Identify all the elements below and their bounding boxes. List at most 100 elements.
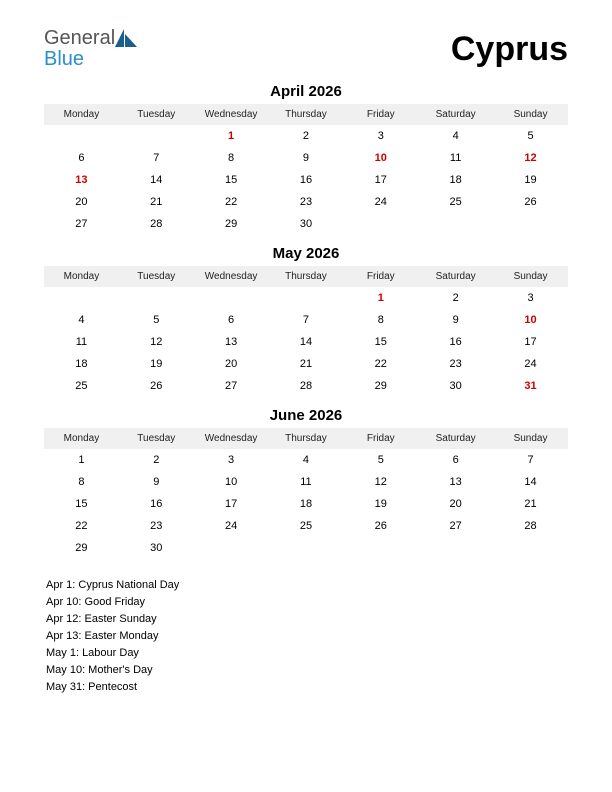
calendar-cell [343, 537, 418, 559]
calendar-cell: 21 [269, 353, 344, 375]
calendar-row: 2930 [44, 537, 568, 559]
calendar-cell [44, 287, 119, 309]
calendar-cell: 9 [418, 309, 493, 331]
calendar-cell: 10 [493, 309, 568, 331]
calendar-cell: 25 [418, 191, 493, 213]
header: General Blue Cyprus [44, 28, 568, 69]
calendar-cell: 10 [343, 147, 418, 169]
calendar-cell: 30 [269, 213, 344, 235]
calendar-cell: 5 [343, 449, 418, 471]
calendar-cell: 26 [343, 515, 418, 537]
calendar-cell: 11 [418, 147, 493, 169]
calendar-cell: 24 [343, 191, 418, 213]
calendar-cell: 19 [343, 493, 418, 515]
month-block: June 2026MondayTuesdayWednesdayThursdayF… [44, 407, 568, 559]
calendar-row: 1234567 [44, 449, 568, 471]
calendar-cell: 17 [493, 331, 568, 353]
weekday-header: Monday [44, 428, 119, 449]
weekday-header: Friday [343, 428, 418, 449]
calendar-cell: 29 [194, 213, 269, 235]
weekday-header: Friday [343, 104, 418, 125]
weekday-header: Saturday [418, 266, 493, 287]
calendar-cell: 29 [343, 375, 418, 397]
calendar-cell: 11 [44, 331, 119, 353]
calendar-cell: 22 [343, 353, 418, 375]
calendar-row: 891011121314 [44, 471, 568, 493]
calendar-cell [119, 125, 194, 147]
calendar-cell: 23 [269, 191, 344, 213]
weekday-header: Thursday [269, 104, 344, 125]
calendar-cell: 14 [493, 471, 568, 493]
calendar-cell [194, 537, 269, 559]
weekday-header: Tuesday [119, 428, 194, 449]
calendar-row: 123 [44, 287, 568, 309]
weekday-header: Wednesday [194, 104, 269, 125]
weekday-header: Saturday [418, 428, 493, 449]
calendar-cell: 30 [418, 375, 493, 397]
month-block: April 2026 MondayTuesdayWednesdayThursday… [44, 83, 568, 235]
calendar-cell [418, 213, 493, 235]
calendar-cell: 3 [194, 449, 269, 471]
calendar-row: 45678910 [44, 309, 568, 331]
calendar-cell: 25 [44, 375, 119, 397]
calendar-cell: 24 [493, 353, 568, 375]
logo-word-2: Blue [44, 48, 84, 70]
calendar-cell: 14 [119, 169, 194, 191]
holiday-item: Apr 10: Good Friday [46, 594, 568, 611]
calendar-cell: 28 [119, 213, 194, 235]
weekday-header: Monday [44, 266, 119, 287]
calendar-cell: 28 [493, 515, 568, 537]
weekday-header: Sunday [493, 266, 568, 287]
calendar-cell: 18 [418, 169, 493, 191]
calendar-table: MondayTuesdayWednesdayThursdayFridaySatu… [44, 428, 568, 559]
calendar-table: MondayTuesdayWednesdayThursdayFridaySatu… [44, 104, 568, 235]
calendar-cell [343, 213, 418, 235]
calendar-cell: 13 [194, 331, 269, 353]
calendar-cell: 12 [343, 471, 418, 493]
calendar-row: 27282930 [44, 213, 568, 235]
calendar-container: April 2026MondayTuesdayWednesdayThursday… [44, 83, 568, 559]
logo-word-1: General [44, 27, 115, 49]
calendar-cell: 11 [269, 471, 344, 493]
calendar-cell [269, 287, 344, 309]
calendar-cell [119, 287, 194, 309]
calendar-cell: 13 [44, 169, 119, 191]
calendar-cell: 27 [194, 375, 269, 397]
calendar-cell: 8 [44, 471, 119, 493]
calendar-cell: 17 [343, 169, 418, 191]
calendar-cell: 6 [418, 449, 493, 471]
weekday-header: Sunday [493, 104, 568, 125]
calendar-cell: 31 [493, 375, 568, 397]
holiday-item: May 10: Mother's Day [46, 662, 568, 679]
calendar-cell: 1 [343, 287, 418, 309]
calendar-cell: 18 [44, 353, 119, 375]
holiday-item: May 1: Labour Day [46, 645, 568, 662]
calendar-row: 22232425262728 [44, 515, 568, 537]
month-block: May 2026MondayTuesdayWednesdayThursdayFr… [44, 245, 568, 397]
holiday-item: May 31: Pentecost [46, 679, 568, 696]
holiday-item: Apr 1: Cyprus National Day [46, 577, 568, 594]
calendar-cell: 7 [493, 449, 568, 471]
calendar-cell: 4 [418, 125, 493, 147]
calendar-cell [418, 537, 493, 559]
calendar-cell: 12 [493, 147, 568, 169]
calendar-cell: 3 [343, 125, 418, 147]
weekday-header: Saturday [418, 104, 493, 125]
calendar-row: 6789101112 [44, 147, 568, 169]
weekday-header: Tuesday [119, 104, 194, 125]
calendar-cell: 9 [269, 147, 344, 169]
calendar-row: 12345 [44, 125, 568, 147]
logo-glyph-icon [115, 29, 137, 49]
calendar-cell [44, 125, 119, 147]
calendar-cell: 23 [418, 353, 493, 375]
calendar-row: 18192021222324 [44, 353, 568, 375]
calendar-cell: 15 [194, 169, 269, 191]
page-title: Cyprus [451, 30, 568, 69]
weekday-header: Tuesday [119, 266, 194, 287]
calendar-cell: 19 [493, 169, 568, 191]
calendar-cell [269, 537, 344, 559]
holiday-item: Apr 12: Easter Sunday [46, 611, 568, 628]
calendar-row: 20212223242526 [44, 191, 568, 213]
month-title: April 2026 [44, 83, 568, 100]
calendar-cell: 8 [343, 309, 418, 331]
